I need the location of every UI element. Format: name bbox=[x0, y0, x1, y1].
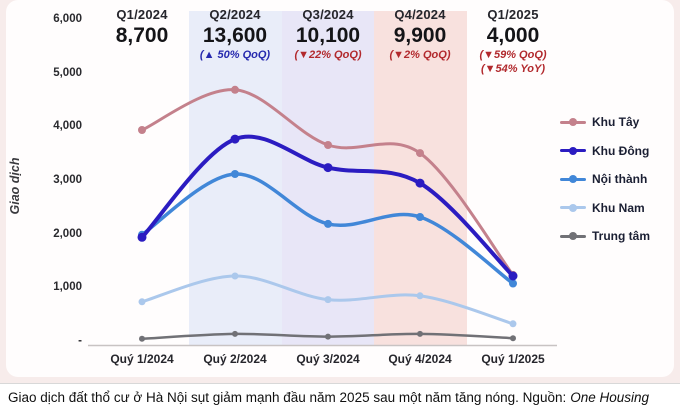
quarter-column: Q1/2025 4,000 (▼59% QoQ) (▼54% YoY) bbox=[466, 7, 560, 75]
quarter-label: Q2/2024 bbox=[209, 7, 261, 22]
data-point-trung-tam bbox=[510, 335, 516, 342]
x-tick-label: Quý 2/2024 bbox=[203, 352, 267, 366]
legend: Khu Tây Khu Đông Nội thành Khu Nam Trung tâm bbox=[560, 108, 650, 251]
y-tick-label: 4,000 bbox=[53, 120, 82, 133]
legend-label: Khu Đông bbox=[592, 143, 650, 158]
y-tick-label: 2,000 bbox=[53, 227, 82, 240]
legend-label: Trung tâm bbox=[592, 229, 651, 244]
quarter-change-note: (▼54% YoY) bbox=[480, 62, 546, 75]
quarter-change-note: (▼22% QoQ) bbox=[294, 49, 362, 62]
y-tick-label: 6,000 bbox=[53, 13, 82, 25]
quarter-total: 9,900 bbox=[393, 23, 447, 47]
quarter-label: Q3/2024 bbox=[302, 7, 354, 22]
data-point-khu-tay bbox=[231, 85, 239, 94]
legend-item: Nội thành bbox=[560, 165, 650, 194]
quarter-label: Q4/2024 bbox=[394, 7, 446, 22]
quarter-change-note: (▼59% QoQ) bbox=[479, 49, 547, 62]
data-point-khu-đong bbox=[230, 134, 240, 144]
caption: Giao dịch đất thổ cư ở Hà Nội sụt giảm m… bbox=[0, 383, 680, 410]
data-point-khu-đong bbox=[137, 232, 147, 242]
data-point-trung-tam bbox=[325, 333, 331, 340]
x-tick-label: Quý 1/2024 bbox=[110, 352, 174, 366]
quarter-column: Q4/2024 9,900 (▼2% QoQ) bbox=[373, 7, 467, 62]
legend-item: Trung tâm bbox=[560, 222, 650, 251]
legend-line-marker-icon bbox=[560, 118, 586, 127]
data-point-noi-thanh bbox=[231, 170, 239, 178]
data-point-khu-nam bbox=[138, 298, 146, 306]
data-point-khu-đong bbox=[415, 178, 425, 188]
legend-item: Khu Đông bbox=[560, 137, 650, 166]
quarter-column: Q2/2024 13,600 (▲ 50% QoQ) bbox=[188, 7, 282, 62]
legend-label: Khu Nam bbox=[592, 200, 645, 215]
caption-text: Giao dịch đất thổ cư ở Hà Nội sụt giảm m… bbox=[8, 389, 567, 405]
quarter-total: 10,100 bbox=[295, 23, 361, 47]
data-point-trung-tam bbox=[232, 330, 238, 337]
quarter-label: Q1/2025 bbox=[487, 7, 539, 22]
data-point-khu-nam bbox=[231, 272, 239, 280]
legend-item: Khu Nam bbox=[560, 194, 650, 223]
legend-line-marker-icon bbox=[560, 175, 586, 184]
quarter-column: Q3/2024 10,100 (▼22% QoQ) bbox=[281, 7, 375, 62]
data-point-khu-đong bbox=[508, 271, 518, 281]
quarter-change-note: (▼2% QoQ) bbox=[389, 49, 451, 62]
data-point-khu-nam bbox=[509, 320, 517, 328]
data-point-khu-tay bbox=[138, 126, 146, 134]
legend-label: Nội thành bbox=[592, 172, 648, 187]
x-tick-label: Quý 4/2024 bbox=[388, 352, 452, 366]
legend-line-marker-icon bbox=[560, 232, 586, 241]
quarter-change-note: (▲ 50% QoQ) bbox=[199, 49, 271, 62]
legend-line-marker-icon bbox=[560, 203, 586, 212]
y-tick-label: 3,000 bbox=[53, 174, 82, 186]
x-tick-label: Quý 3/2024 bbox=[296, 352, 360, 366]
quarter-total: 8,700 bbox=[115, 23, 169, 47]
data-point-khu-tay bbox=[324, 141, 332, 149]
highlight-band bbox=[374, 11, 467, 345]
data-point-khu-tay bbox=[416, 149, 424, 158]
y-tick-label: 5,000 bbox=[53, 66, 82, 79]
data-point-noi-thanh bbox=[416, 213, 424, 221]
legend-label: Khu Tây bbox=[592, 115, 640, 130]
data-point-khu-đong bbox=[323, 163, 333, 173]
data-point-khu-nam bbox=[324, 296, 332, 304]
data-point-trung-tam bbox=[417, 330, 423, 337]
x-tick-label: Quý 1/2025 bbox=[481, 352, 545, 366]
quarter-column: Q1/2024 8,700 bbox=[95, 7, 189, 48]
quarter-total: 13,600 bbox=[202, 23, 268, 47]
legend-item: Khu Tây bbox=[560, 108, 650, 137]
quarter-total: 4,000 bbox=[486, 23, 540, 47]
highlight-band bbox=[189, 11, 282, 345]
caption-source: One Housing bbox=[570, 389, 650, 405]
data-point-noi-thanh bbox=[509, 279, 517, 288]
legend-line-marker-icon bbox=[560, 146, 586, 155]
quarter-label: Q1/2024 bbox=[116, 7, 168, 22]
y-tick-label: - bbox=[78, 335, 82, 347]
data-point-trung-tam bbox=[139, 335, 145, 342]
data-point-khu-nam bbox=[416, 292, 424, 300]
data-point-noi-thanh bbox=[324, 219, 332, 228]
highlight-band bbox=[282, 11, 374, 345]
y-tick-label: 1,000 bbox=[53, 281, 82, 294]
